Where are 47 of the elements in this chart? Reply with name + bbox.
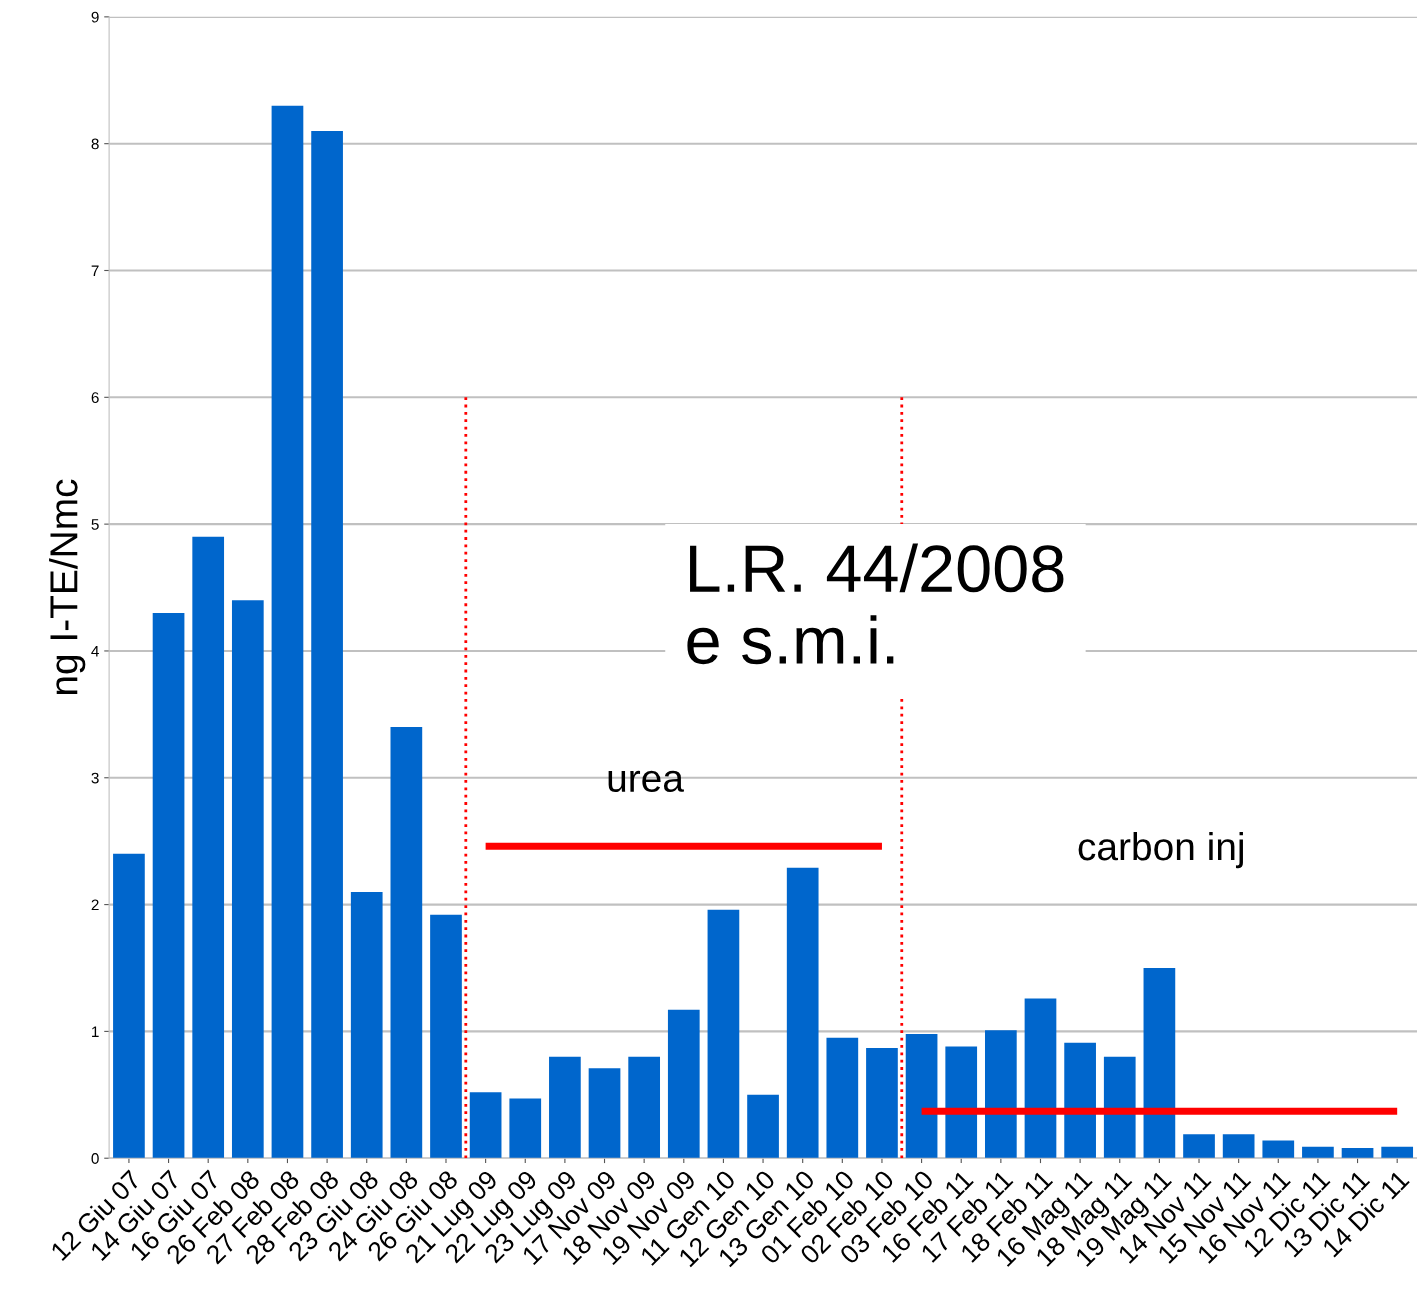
bar	[390, 727, 423, 1159]
bar	[1341, 1148, 1374, 1159]
bar	[826, 1037, 859, 1159]
bar	[1064, 1042, 1096, 1159]
y-tick-label: 3	[91, 772, 99, 784]
bar	[866, 1047, 898, 1159]
bar	[192, 536, 225, 1159]
y-tick-label: 7	[91, 265, 99, 277]
y-tick-label: 6	[91, 392, 99, 403]
bar	[113, 853, 145, 1159]
bar	[350, 891, 383, 1159]
annotation: urea	[608, 770, 684, 793]
bar	[1302, 1146, 1334, 1159]
bar	[707, 909, 740, 1159]
y-tick-label: 9	[91, 11, 99, 23]
bar	[1024, 998, 1057, 1159]
bar	[1262, 1140, 1295, 1159]
y-tick-label: 5	[91, 519, 99, 530]
bar	[469, 1092, 502, 1159]
bar	[628, 1056, 661, 1159]
bar	[588, 1068, 621, 1159]
y-tick-label: 1	[92, 1026, 99, 1037]
bar	[667, 1009, 700, 1159]
annotation: L.R. 44/2008 e s.m.i.	[687, 543, 1064, 665]
bar	[1143, 967, 1176, 1159]
bar	[430, 914, 462, 1159]
y-tick-label: 8	[91, 138, 99, 150]
bar	[747, 1094, 779, 1159]
y-tick-label: 4	[91, 645, 99, 657]
bar	[1222, 1134, 1255, 1159]
bar	[549, 1056, 581, 1159]
bar	[905, 1033, 938, 1159]
y-tick-label: 0	[91, 1153, 99, 1164]
bar	[1103, 1056, 1136, 1159]
y-tick-label: 2	[91, 899, 99, 911]
bar	[1381, 1146, 1414, 1159]
bar	[231, 600, 264, 1159]
bar	[311, 131, 343, 1159]
bar	[152, 612, 185, 1159]
bar	[1183, 1134, 1215, 1159]
bar	[786, 867, 819, 1159]
y-axis-title: ng I-TE/Nmc	[49, 479, 86, 695]
bar	[985, 1030, 1017, 1159]
bar	[945, 1046, 978, 1159]
bar	[271, 105, 304, 1159]
bar	[509, 1098, 542, 1159]
annotation: carbon inj	[1078, 831, 1243, 869]
